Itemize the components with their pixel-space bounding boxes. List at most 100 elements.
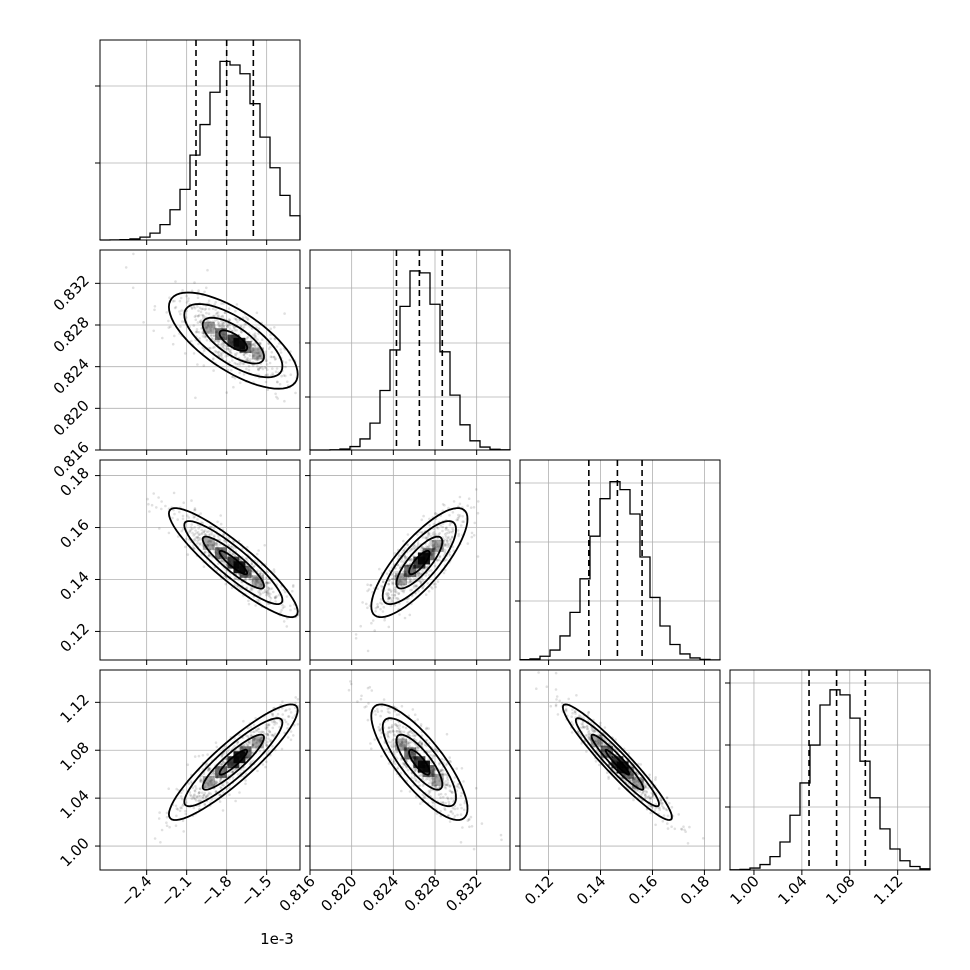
sample-point xyxy=(384,748,387,752)
sample-point xyxy=(516,487,519,490)
sample-point xyxy=(190,523,193,526)
sample-point xyxy=(271,744,274,748)
sample-point xyxy=(259,738,263,741)
sample-point xyxy=(593,729,597,733)
x-tick-label: 0.820 xyxy=(317,872,360,915)
sample-point xyxy=(410,731,414,734)
sample-point xyxy=(301,374,304,377)
sample-point xyxy=(431,756,434,760)
sample-point xyxy=(445,783,448,787)
sample-point xyxy=(347,688,351,692)
sample-point xyxy=(214,790,218,793)
sample-point xyxy=(289,604,292,608)
sample-point xyxy=(223,311,227,315)
sample-point xyxy=(289,730,293,733)
sample-point xyxy=(252,576,256,580)
sample-point xyxy=(220,302,223,305)
contour-line xyxy=(218,550,248,576)
sample-point xyxy=(397,713,401,716)
sample-point xyxy=(281,603,284,607)
sample-point xyxy=(436,750,439,753)
sample-point xyxy=(449,790,453,793)
sample-point xyxy=(198,542,202,545)
sample-point xyxy=(596,738,600,741)
sample-point xyxy=(393,571,397,574)
sample-point xyxy=(444,526,448,530)
sample-point xyxy=(409,580,413,583)
contour-line xyxy=(381,520,457,605)
sample-point xyxy=(402,577,405,581)
sample-point xyxy=(283,731,286,735)
sample-point xyxy=(456,529,460,532)
sample-point xyxy=(196,321,200,324)
sample-point xyxy=(221,761,224,765)
sample-point xyxy=(408,790,412,793)
sample-point xyxy=(365,602,368,606)
sample-point xyxy=(451,530,454,534)
sample-point xyxy=(369,742,372,745)
sample-point xyxy=(267,729,270,732)
sample-point xyxy=(390,589,393,592)
sample-point xyxy=(659,796,662,800)
sample-point xyxy=(581,721,585,724)
sample-point xyxy=(660,804,664,807)
sample-point xyxy=(285,595,289,598)
sample-point xyxy=(221,324,225,327)
sample-point xyxy=(148,510,151,513)
sample-point xyxy=(239,324,243,328)
sample-point xyxy=(263,588,267,592)
sample-point xyxy=(254,717,257,720)
sample-point xyxy=(292,734,295,737)
sample-point xyxy=(158,811,161,814)
sample-point xyxy=(247,599,250,603)
sample-point xyxy=(587,733,591,737)
sample-point xyxy=(441,801,445,804)
sample-point xyxy=(581,723,585,727)
axes-frame xyxy=(309,669,511,871)
sample-point xyxy=(435,748,438,752)
sample-point xyxy=(413,769,417,772)
sample-point xyxy=(250,767,253,770)
sample-point xyxy=(374,713,377,716)
sample-point xyxy=(302,620,305,623)
sample-point xyxy=(425,727,428,731)
sample-point xyxy=(208,533,212,536)
sample-point xyxy=(198,320,202,323)
y-tick-label: 0.12 xyxy=(56,620,92,656)
sample-point xyxy=(402,730,406,734)
sample-point xyxy=(236,773,240,776)
sample-point xyxy=(644,785,648,789)
sample-point xyxy=(258,366,262,370)
sample-point xyxy=(387,588,391,591)
sample-point xyxy=(387,597,390,601)
sample-point xyxy=(294,701,297,705)
sample-point xyxy=(456,785,459,789)
sample-point xyxy=(203,308,207,311)
sample-point xyxy=(408,549,412,553)
sample-point xyxy=(203,785,207,788)
sample-point xyxy=(302,607,305,610)
sample-point xyxy=(248,740,251,744)
sample-point xyxy=(414,795,418,798)
sample-point xyxy=(405,739,408,742)
sample-point xyxy=(250,327,254,331)
sample-point xyxy=(414,592,418,595)
sample-point xyxy=(222,343,226,347)
sample-point xyxy=(175,787,178,791)
sample-point xyxy=(189,528,193,532)
sample-point xyxy=(428,517,431,521)
sample-point xyxy=(259,589,262,592)
sample-point xyxy=(266,586,269,589)
sample-point xyxy=(379,736,383,739)
sample-point xyxy=(441,801,445,805)
sample-point xyxy=(423,743,427,746)
sample-point xyxy=(206,325,210,329)
sample-point xyxy=(200,532,203,536)
sample-point xyxy=(418,580,422,583)
sample-point xyxy=(632,781,635,784)
sample-point xyxy=(221,322,225,325)
sample-point xyxy=(200,319,203,322)
sample-point xyxy=(265,581,268,585)
sample-point xyxy=(200,528,204,532)
sample-point xyxy=(420,531,423,534)
